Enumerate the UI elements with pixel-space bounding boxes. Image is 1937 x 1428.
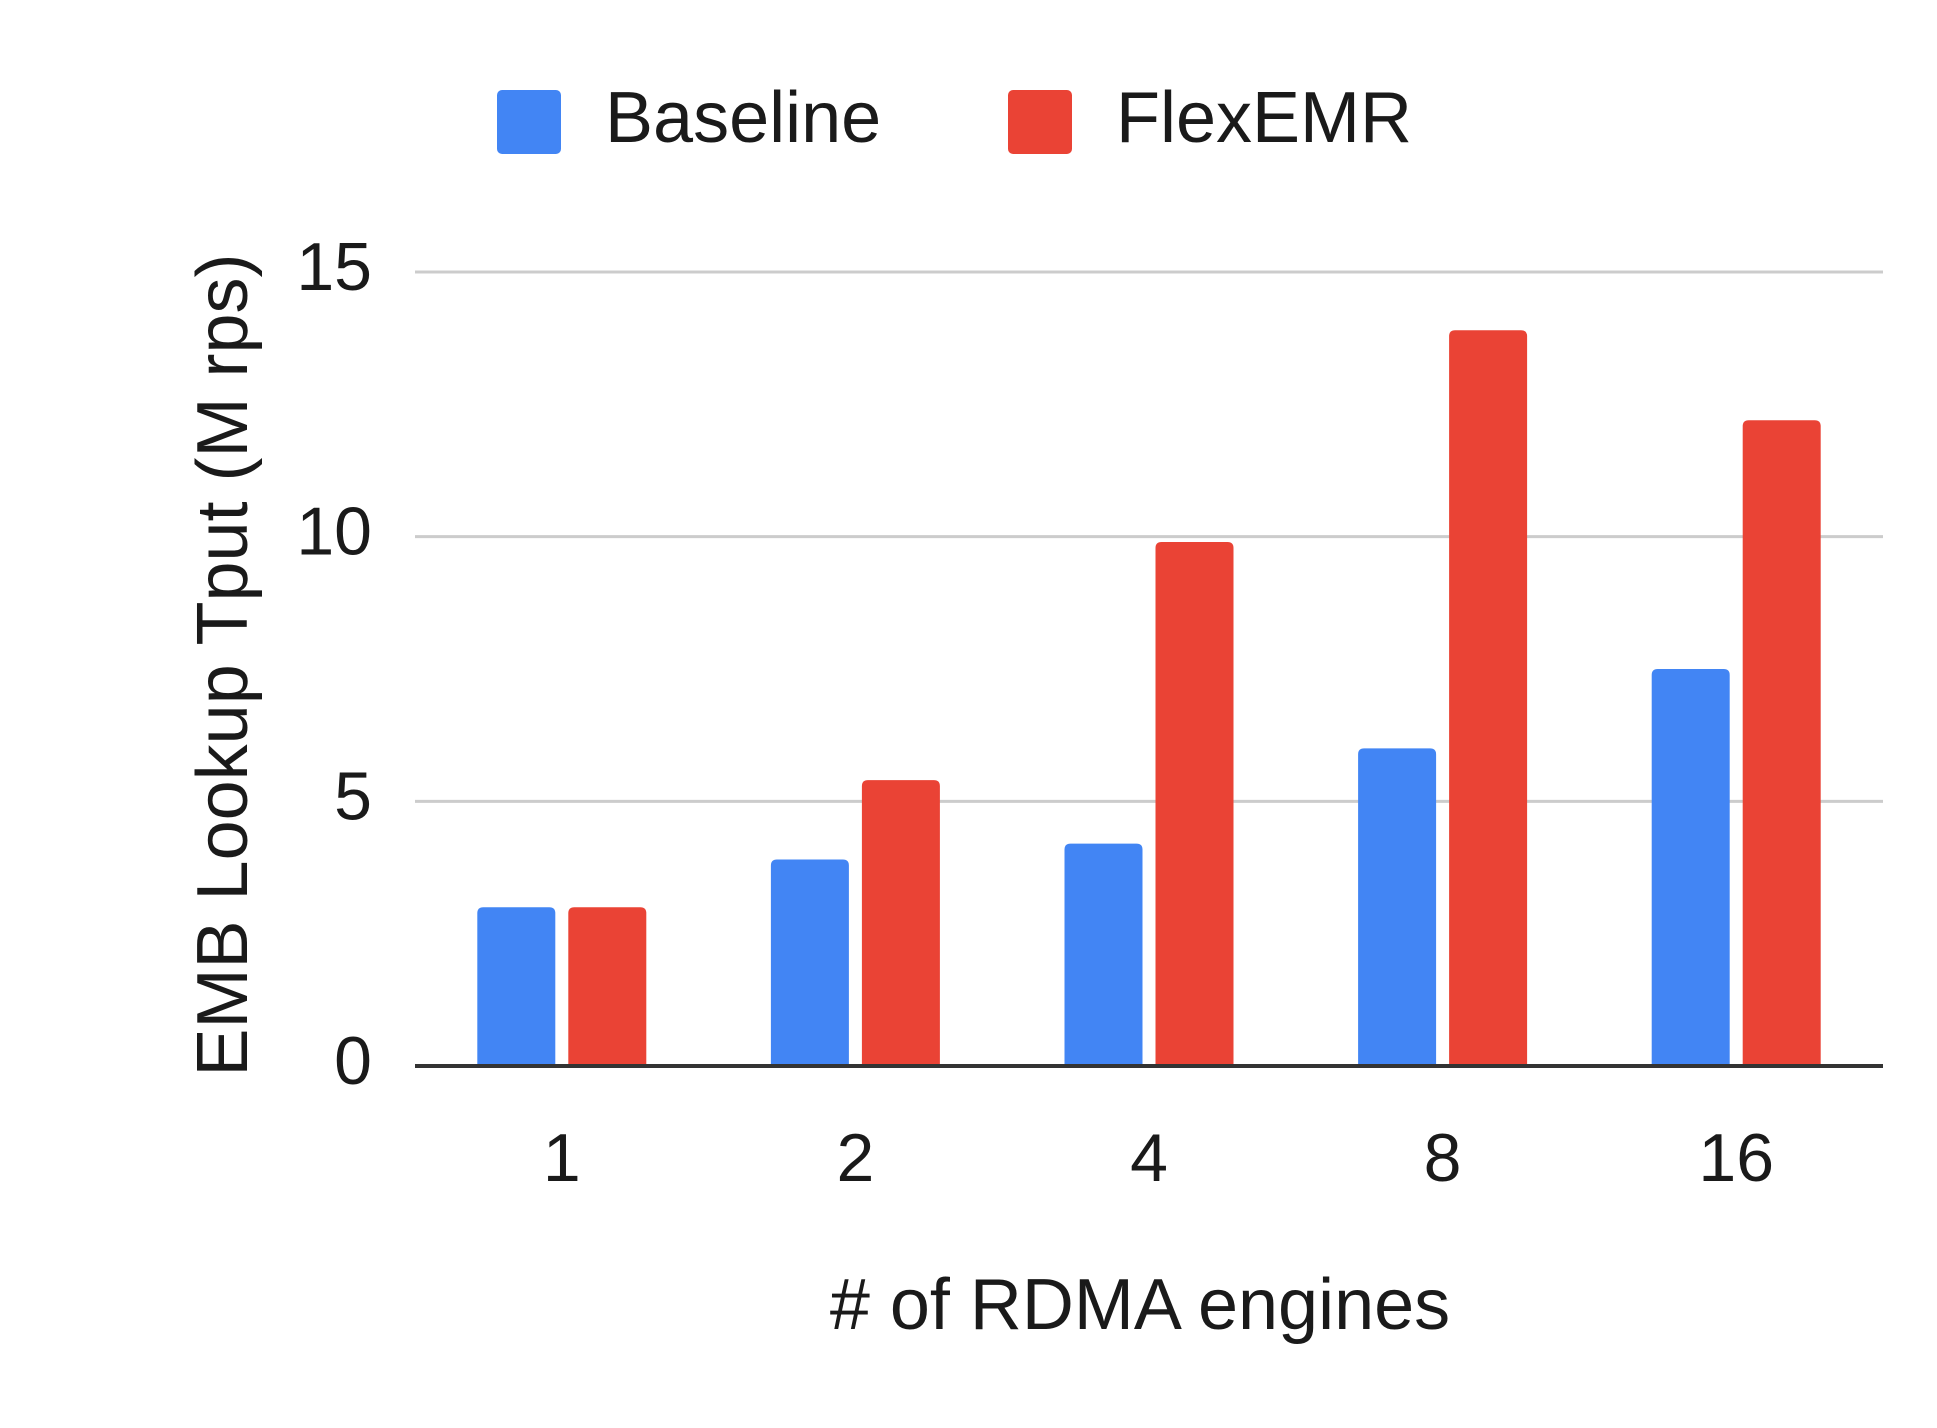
bars (477, 330, 1821, 1066)
x-tick-labels: 1 2 4 8 16 (543, 1120, 1774, 1196)
bar-baseline-16 (1651, 669, 1730, 1066)
legend-swatch-baseline (497, 90, 561, 154)
bar-baseline-2 (770, 859, 849, 1066)
y-tick-label-10: 10 (296, 494, 372, 570)
y-axis-label: EMB Lookup Tput (M rps) (183, 254, 263, 1077)
legend-label-flexemr: FlexEMR (1116, 78, 1412, 158)
x-tick-label-2: 2 (836, 1120, 874, 1196)
bar-baseline-8 (1358, 748, 1437, 1066)
y-tick-label-5: 5 (334, 758, 372, 834)
x-tick-label-1: 1 (543, 1120, 581, 1196)
x-tick-label-16: 16 (1698, 1120, 1774, 1196)
bar-flexemr-2 (861, 780, 940, 1066)
bar-baseline-4 (1064, 843, 1143, 1066)
y-tick-label-15: 15 (296, 229, 372, 305)
bar-flexemr-4 (1155, 541, 1234, 1066)
bar-flexemr-8 (1449, 330, 1528, 1066)
x-tick-label-8: 8 (1424, 1120, 1462, 1196)
x-axis-label: # of RDMA engines (830, 1265, 1450, 1345)
legend-swatch-flexemr (1008, 90, 1072, 154)
y-tick-labels: 0 5 10 15 (296, 229, 372, 1099)
legend-label-baseline: Baseline (605, 78, 881, 158)
legend: Baseline FlexEMR (497, 78, 1412, 158)
y-tick-label-0: 0 (334, 1023, 372, 1099)
x-tick-label-4: 4 (1130, 1120, 1168, 1196)
bar-flexemr-1 (568, 907, 647, 1066)
gridlines (415, 270, 1883, 803)
bar-baseline-1 (477, 907, 556, 1066)
bar-flexemr-16 (1742, 420, 1821, 1066)
